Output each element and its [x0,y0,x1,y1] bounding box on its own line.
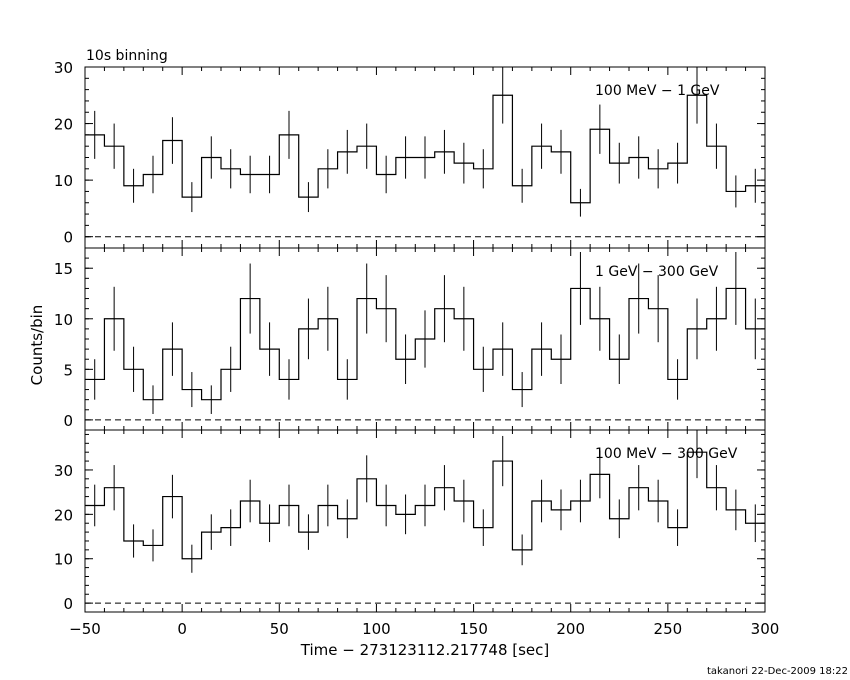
x-tick-label: 50 [270,620,289,638]
y-tick-label: 20 [54,506,73,524]
y-tick-label: 15 [54,260,73,278]
panels: 0 10 20 30 100 MeV − 1 GeV 0 5 10 15 1 GeV − 300 … [54,59,779,638]
y-tick-label: 0 [63,412,73,430]
panel-3: 0 10 20 30 100 MeV − 300 GeV [54,429,766,613]
y-tick-label: 30 [54,462,73,480]
x-tick-label: 100 [362,620,391,638]
panel-label: 100 MeV − 1 GeV [595,83,720,99]
y-tick-label: 10 [54,172,73,190]
x-axis-label: Time − 273123112.217748 [sec] [300,641,550,659]
panel-label: 100 MeV − 300 GeV [595,446,738,462]
x-tick-label: 0 [177,620,187,638]
y-tick-label: 20 [54,116,73,134]
y-tick-label: 0 [63,229,73,247]
y-tick-label: 10 [54,551,73,569]
y-axis-label: Counts/bin [28,305,46,386]
footer-credit: takanori 22-Dec-2009 18:22 [707,666,848,677]
x-tick-label: 250 [654,620,683,638]
y-tick-label: 10 [54,311,73,329]
y-tick-label: 0 [63,595,73,613]
series-step-line [85,94,765,204]
y-tick-label: 5 [63,361,73,379]
y-tick-label: 30 [54,59,73,77]
panel-label: 1 GeV − 300 GeV [595,264,719,280]
panel-frame [84,429,766,613]
plot-title: 10s binning [86,48,168,64]
x-tick-label: 300 [751,620,780,638]
x-tick-label: 200 [556,620,585,638]
x-tick-label: 150 [459,620,488,638]
panel-1: 0 10 20 30 100 MeV − 1 GeV [54,59,766,249]
x-tick-label: −50 [69,620,101,638]
